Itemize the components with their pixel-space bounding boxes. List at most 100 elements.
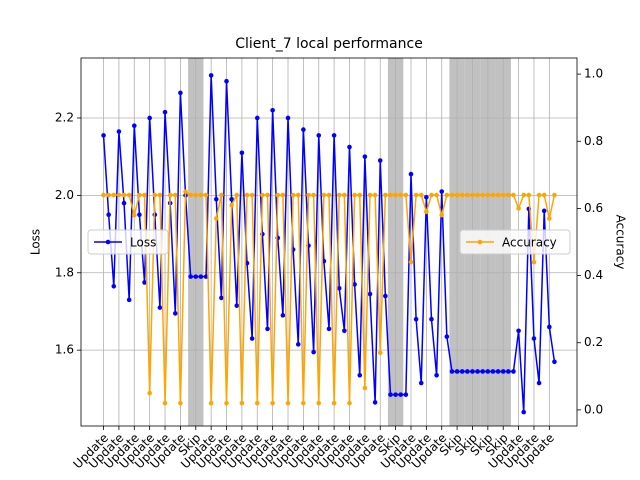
data-point [516, 328, 521, 334]
data-point [331, 400, 337, 406]
data-point [301, 400, 306, 406]
data-point [162, 109, 168, 115]
data-point [357, 373, 363, 378]
y-tick-label: 1.8 [55, 265, 74, 279]
data-point [362, 154, 368, 159]
data-point [265, 192, 270, 198]
data-point [331, 133, 337, 138]
legend-marker [105, 239, 111, 245]
data-point [506, 192, 511, 198]
data-point [485, 369, 491, 374]
data-point [347, 144, 352, 150]
data-point [321, 192, 327, 198]
data-point [137, 192, 142, 198]
data-point [285, 115, 291, 121]
y-tick-label: 1.6 [55, 343, 74, 357]
data-point [316, 400, 322, 406]
data-point [111, 284, 117, 289]
data-point [475, 369, 480, 374]
data-point [500, 192, 506, 198]
y2-axis-label: Accuracy [614, 215, 628, 270]
data-point [352, 282, 357, 287]
data-point [172, 192, 178, 198]
data-point [444, 192, 450, 198]
y2-tick-label: 1.0 [584, 67, 603, 81]
data-point [306, 192, 311, 198]
data-point [500, 369, 506, 374]
y-axis-label: Loss [29, 229, 43, 255]
data-point [408, 259, 414, 265]
data-point [326, 192, 332, 198]
data-point [393, 192, 398, 198]
data-point [147, 390, 152, 396]
data-point [357, 192, 363, 198]
data-point [372, 400, 378, 405]
data-point [193, 192, 199, 198]
data-point [434, 373, 439, 378]
legend-box [459, 229, 571, 255]
y-tick-label: 2.0 [55, 188, 74, 202]
data-point [449, 369, 455, 374]
y2-tick-label: 0.6 [584, 201, 603, 215]
legend: Accuracy [459, 229, 571, 255]
data-point [449, 192, 455, 198]
legend-label: Accuracy [502, 236, 557, 250]
data-point [203, 274, 209, 279]
data-point [398, 392, 404, 397]
data-point [142, 280, 147, 285]
data-point [511, 192, 516, 198]
data-point [316, 133, 322, 138]
data-point [106, 212, 111, 218]
data-point [459, 369, 465, 374]
data-point [342, 192, 347, 198]
data-point [234, 192, 240, 198]
data-point [224, 400, 229, 406]
data-point [213, 216, 219, 221]
data-point [541, 192, 547, 198]
data-point [388, 392, 393, 397]
data-point [342, 328, 347, 334]
data-point [157, 305, 163, 310]
data-point [490, 369, 496, 374]
data-point [101, 133, 106, 138]
data-point [260, 192, 265, 198]
chart-title: Client_7 local performance [235, 36, 423, 52]
data-point [285, 400, 291, 406]
data-point [547, 216, 552, 221]
data-point [454, 369, 460, 374]
data-point [290, 192, 296, 198]
y-tick-label: 2.2 [55, 110, 74, 124]
data-point [495, 369, 501, 374]
data-point [418, 380, 424, 386]
data-point [275, 192, 281, 198]
data-point [121, 200, 127, 206]
data-point [408, 171, 414, 177]
data-point [434, 192, 439, 198]
data-point [301, 127, 306, 132]
data-point [254, 400, 260, 406]
data-point [131, 123, 137, 129]
data-point [213, 196, 219, 202]
data-point [511, 369, 516, 374]
data-point [188, 274, 193, 279]
data-point [126, 192, 132, 198]
data-point [536, 192, 542, 198]
data-point [465, 369, 470, 374]
data-point [208, 400, 214, 406]
data-point [377, 350, 383, 356]
data-point [311, 192, 316, 198]
data-point [244, 192, 250, 198]
data-point [208, 73, 214, 78]
y2-tick-label: 0.8 [584, 134, 603, 148]
data-point [393, 392, 398, 397]
data-point [413, 316, 419, 322]
data-point [126, 297, 132, 303]
data-point [254, 115, 260, 121]
data-point [295, 342, 301, 347]
data-point [280, 313, 286, 318]
data-point [495, 192, 501, 198]
plot-frame [80, 57, 578, 427]
legend-marker [477, 239, 483, 245]
data-point [424, 209, 429, 215]
